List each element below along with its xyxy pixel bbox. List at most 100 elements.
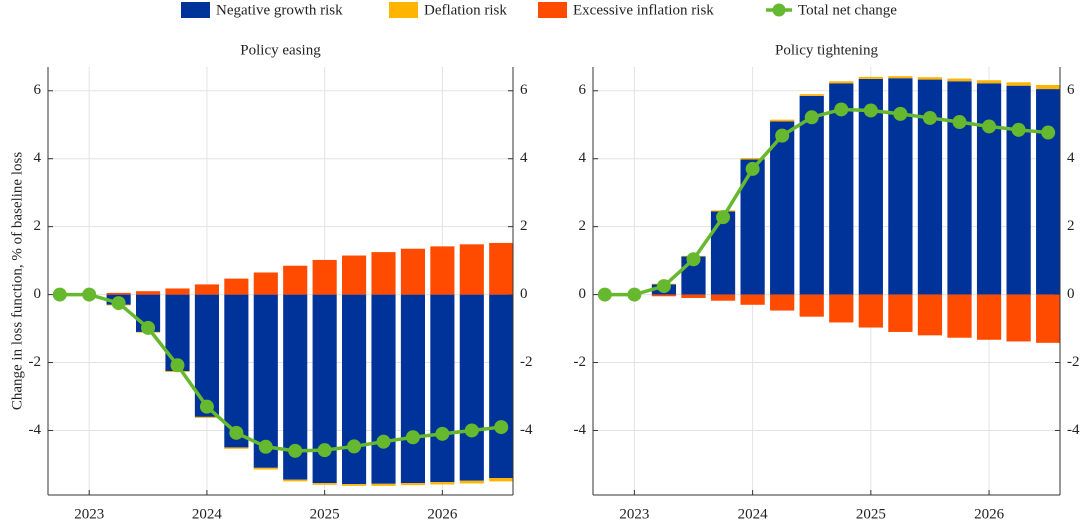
line-point <box>464 423 479 438</box>
bar <box>740 294 765 305</box>
line-point <box>1011 122 1026 137</box>
y-tick-label: -2 <box>574 354 587 370</box>
line-point <box>922 110 937 125</box>
bar <box>976 80 1002 84</box>
y-tick-label: 0 <box>579 286 587 302</box>
bar <box>947 294 972 338</box>
bar <box>799 294 824 317</box>
bar <box>489 478 514 482</box>
line-point <box>494 420 509 435</box>
legend-label: Deflation risk <box>424 2 507 18</box>
bar <box>283 265 308 295</box>
line-point <box>686 252 701 267</box>
y-tick-label: -2 <box>1067 354 1080 370</box>
x-tick-label: 2024 <box>738 506 769 522</box>
bar <box>430 246 455 295</box>
line-point <box>952 115 967 130</box>
line <box>604 107 1049 297</box>
y-tick-label: 4 <box>579 150 587 166</box>
bar <box>651 294 677 297</box>
bar <box>400 483 426 486</box>
bar <box>371 252 396 295</box>
legend-label: Negative growth risk <box>216 2 343 18</box>
y-tick-label: 0 <box>34 286 42 302</box>
x-tick-label: 2025 <box>310 506 340 522</box>
line-point <box>199 399 214 414</box>
bar <box>829 83 854 295</box>
bar <box>106 292 131 295</box>
line-point <box>141 320 156 335</box>
x-tick-label: 2026 <box>427 506 458 522</box>
bar <box>430 482 455 485</box>
x-tick-label: 2024 <box>192 506 223 522</box>
y-tick-label: 0 <box>520 286 528 302</box>
bar <box>342 294 367 485</box>
line-point <box>229 425 244 440</box>
line-point <box>317 443 332 458</box>
bar <box>799 94 824 96</box>
y-tick-label: 4 <box>520 150 528 166</box>
x-tick-label: 2025 <box>856 506 886 522</box>
bar <box>681 294 706 298</box>
bar <box>1006 85 1031 295</box>
bar <box>312 483 337 485</box>
y-tick-label: 2 <box>579 218 587 234</box>
line-point <box>288 443 303 458</box>
bar <box>770 119 795 122</box>
bar <box>917 77 943 80</box>
bar <box>342 484 367 486</box>
bar <box>710 211 736 295</box>
bar <box>224 447 249 449</box>
x-tick-label: 2023 <box>619 506 649 522</box>
bar <box>976 83 1002 295</box>
bar <box>858 294 883 328</box>
bar <box>1036 294 1061 343</box>
bar <box>253 294 278 468</box>
legend-swatch <box>181 2 210 18</box>
legend-swatch <box>772 3 786 17</box>
bar <box>770 294 795 311</box>
legend-label: Excessive inflation risk <box>573 2 714 18</box>
line-point <box>893 106 908 121</box>
bar <box>135 291 161 295</box>
bar <box>371 483 396 486</box>
line-point <box>170 358 185 373</box>
x-tick-label: 2026 <box>974 506 1005 522</box>
x-tick-label: 2023 <box>74 506 104 522</box>
bar <box>888 76 913 79</box>
panel-title: Policy easing <box>240 42 321 58</box>
bar <box>224 294 249 448</box>
y-tick-label: -4 <box>1067 422 1080 438</box>
bar <box>194 416 219 418</box>
y-tick-label: 6 <box>34 82 42 98</box>
bar <box>947 81 972 295</box>
bar <box>459 244 484 295</box>
bar <box>430 294 455 483</box>
line-point <box>834 102 849 117</box>
bar <box>770 121 795 295</box>
bar <box>342 255 367 295</box>
bar <box>1036 89 1061 295</box>
bar <box>489 242 514 295</box>
legend-label: Total net change <box>798 2 897 18</box>
y-tick-label: 0 <box>1067 286 1075 302</box>
line-point <box>716 210 731 225</box>
y-tick-label: 4 <box>34 150 42 166</box>
line-point <box>863 103 878 118</box>
y-tick-label: 2 <box>34 218 42 234</box>
y-tick-label: 6 <box>1067 82 1075 98</box>
line <box>59 292 502 453</box>
bar <box>194 284 219 295</box>
y-axis-label: Change in loss function, % of baseline l… <box>9 152 25 410</box>
line-point <box>1041 125 1056 140</box>
line-point <box>597 287 612 302</box>
panel-title: Policy tightening <box>775 42 878 58</box>
y-tick-label: -4 <box>29 422 42 438</box>
bar <box>829 81 854 84</box>
line-point <box>347 439 362 454</box>
bar <box>253 467 278 470</box>
y-tick-label: -2 <box>520 354 533 370</box>
y-tick-label: -4 <box>520 422 533 438</box>
y-tick-label: -2 <box>29 354 42 370</box>
